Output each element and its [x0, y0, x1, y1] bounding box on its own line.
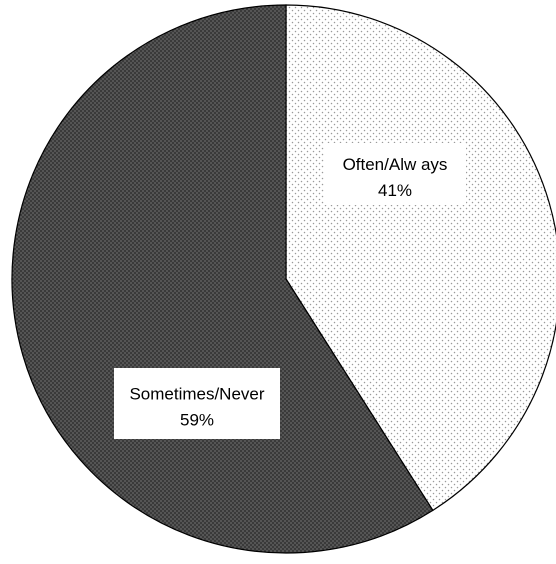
slice-percent-label: 59% — [180, 411, 214, 430]
labels-layer: Often/Alw ays 41% Sometimes/Never 59% — [114, 143, 466, 439]
slice-label-often-always: Often/Alw ays 41% — [324, 143, 466, 205]
slice-category-label: Often/Alw ays — [343, 155, 448, 174]
pie-slice-often-always — [285, 4, 556, 512]
slice-label-box — [324, 143, 466, 205]
slices-layer — [11, 4, 556, 554]
slice-percent-label: 41% — [378, 181, 412, 200]
slice-label-box — [114, 368, 280, 439]
slice-category-label: Sometimes/Never — [129, 385, 264, 404]
slice-label-sometimes-never: Sometimes/Never 59% — [114, 368, 280, 439]
